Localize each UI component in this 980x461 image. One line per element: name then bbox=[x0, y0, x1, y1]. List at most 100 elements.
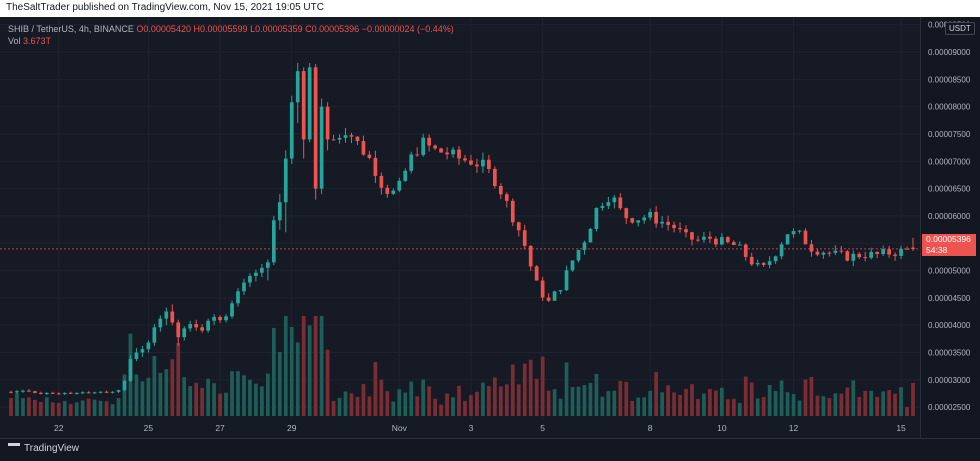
candle bbox=[498, 183, 503, 200]
candle bbox=[361, 135, 366, 156]
candle bbox=[773, 255, 778, 264]
candle bbox=[857, 251, 862, 259]
candle-body bbox=[248, 275, 252, 283]
candle bbox=[642, 215, 647, 224]
volume-bars bbox=[9, 316, 915, 416]
candle bbox=[212, 314, 216, 326]
tradingview-icon bbox=[8, 443, 20, 454]
volume-bar bbox=[194, 382, 199, 416]
volume-bar bbox=[875, 396, 880, 416]
candle-body bbox=[887, 249, 891, 255]
candle-body bbox=[702, 236, 706, 240]
candle bbox=[570, 260, 575, 272]
candle bbox=[439, 147, 443, 153]
candle-body bbox=[200, 327, 204, 331]
candle bbox=[260, 263, 264, 278]
time-tick-label: 8 bbox=[648, 423, 653, 433]
candle-body bbox=[475, 164, 479, 167]
candle-body bbox=[552, 291, 557, 301]
candle bbox=[630, 217, 635, 224]
candle-body bbox=[534, 266, 539, 281]
tradingview-logo[interactable]: TradingView bbox=[8, 443, 79, 454]
candle bbox=[552, 290, 557, 301]
volume-bar bbox=[469, 395, 473, 416]
candle-body bbox=[39, 392, 43, 394]
volume-bar bbox=[271, 327, 276, 416]
volume-bar bbox=[570, 387, 575, 416]
candle bbox=[319, 98, 324, 195]
candle-body bbox=[68, 392, 73, 394]
current-price-label: 0.00005396 54:38 bbox=[922, 234, 976, 256]
volume-bar bbox=[881, 391, 885, 416]
candle-body bbox=[457, 149, 461, 159]
candle-body bbox=[164, 311, 169, 319]
candle-body bbox=[493, 168, 497, 186]
candle-body bbox=[463, 158, 467, 161]
candle-body bbox=[337, 137, 342, 140]
time-tick-label: 10 bbox=[717, 423, 727, 433]
volume-bar bbox=[493, 377, 497, 416]
volume-bar bbox=[62, 401, 67, 416]
candle bbox=[672, 221, 676, 233]
candle bbox=[242, 278, 246, 296]
candle bbox=[451, 146, 455, 158]
candle bbox=[546, 293, 551, 302]
vol-value: 3.673T bbox=[23, 36, 52, 46]
volume-bar bbox=[522, 363, 527, 416]
volume-bar bbox=[260, 386, 264, 416]
candle-body bbox=[773, 256, 778, 262]
volume-bar bbox=[582, 385, 587, 416]
candle-body bbox=[260, 267, 264, 273]
price-axis[interactable] bbox=[920, 17, 980, 438]
change-value: −0.00000024 (−0.44%) bbox=[361, 24, 454, 34]
price-tick-label: 0.00004000 bbox=[928, 321, 971, 330]
volume-bar bbox=[218, 393, 222, 416]
volume-bar bbox=[164, 369, 169, 416]
candle-body bbox=[875, 251, 880, 255]
volume-bar bbox=[337, 397, 342, 416]
high-value: H0.00005599 bbox=[193, 24, 248, 34]
candle-body bbox=[564, 270, 569, 291]
volume-bar bbox=[498, 386, 503, 416]
candle-body bbox=[684, 229, 688, 233]
candle bbox=[170, 304, 175, 326]
candle bbox=[445, 147, 449, 160]
time-tick-label: 22 bbox=[54, 423, 64, 433]
candle-body bbox=[594, 207, 599, 229]
volume-bar bbox=[140, 381, 145, 416]
candle-body bbox=[737, 244, 742, 246]
candle bbox=[893, 252, 897, 261]
price-tick-label: 0.00004500 bbox=[928, 294, 971, 303]
candle bbox=[791, 228, 796, 238]
volume-bar bbox=[827, 398, 832, 416]
candle bbox=[21, 389, 25, 393]
candle bbox=[343, 128, 348, 143]
candle-body bbox=[86, 392, 91, 394]
candle bbox=[594, 207, 599, 232]
volume-bar bbox=[600, 396, 605, 416]
candle bbox=[355, 136, 360, 146]
volume-bar bbox=[116, 398, 121, 416]
candle bbox=[875, 251, 880, 259]
grid-lines bbox=[0, 17, 920, 420]
candle-body bbox=[397, 180, 402, 191]
currency-badge[interactable]: USDT bbox=[945, 22, 975, 35]
volume-bar bbox=[355, 396, 360, 416]
volume-bar bbox=[266, 373, 270, 416]
volume-bar bbox=[80, 400, 85, 416]
volume-bar bbox=[170, 359, 175, 416]
candle-body bbox=[80, 392, 85, 394]
time-tick-labels: 22 25 27 29 Nov 3 5 8 10 12 15 bbox=[54, 423, 906, 433]
volume-bar bbox=[98, 400, 103, 416]
volume-bar bbox=[68, 404, 73, 416]
volume-bar bbox=[409, 381, 414, 416]
candle-body bbox=[498, 185, 503, 195]
candle-body bbox=[266, 262, 270, 268]
candle bbox=[564, 265, 569, 291]
candle-body bbox=[570, 260, 575, 271]
volume-bar bbox=[552, 389, 557, 416]
candle bbox=[737, 241, 742, 246]
candle bbox=[295, 62, 300, 124]
volume-bar bbox=[564, 362, 569, 416]
